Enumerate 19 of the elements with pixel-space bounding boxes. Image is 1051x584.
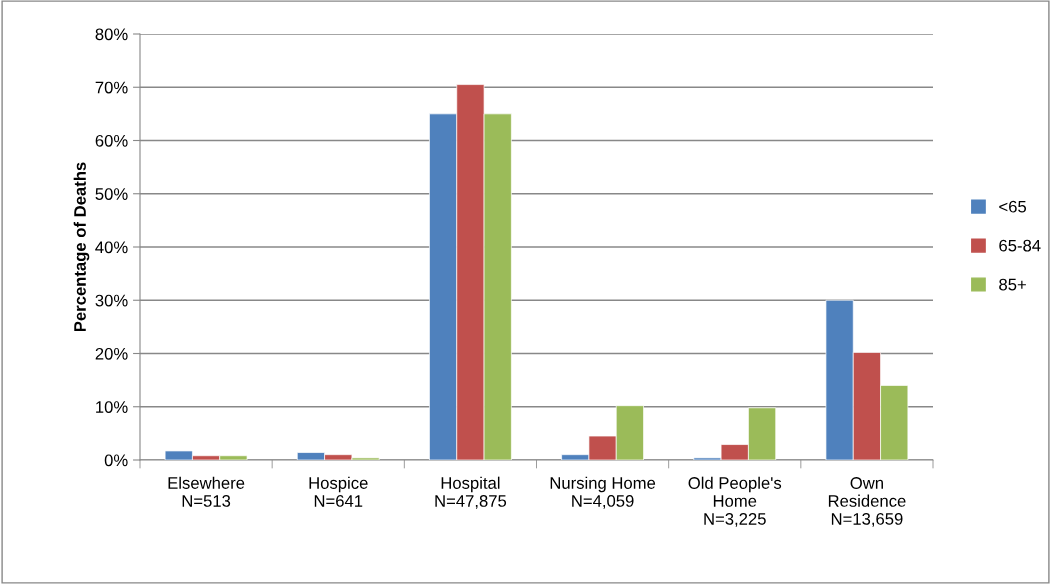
legend-label: 85+ [999,278,1026,291]
x-tick-label: Elsewhere N=513 [168,476,245,507]
y-tick-label: 40% [95,241,128,254]
legend-label: 65-84 [999,239,1041,252]
x-tick-label: Own Residence N=13,659 [828,477,906,527]
y-tick-label: 0% [104,454,128,467]
y-tick-label: 80% [95,28,128,41]
x-tick-label: Old People's Home N=3,225 [688,476,782,527]
y-tick-label: 30% [95,294,128,307]
legend-label: <65 [999,200,1027,213]
y-tick-label: 70% [95,81,128,94]
x-tick-label: Hospital N=47,875 [435,476,507,509]
x-tick-label: Nursing Home N=4,059 [550,476,656,509]
y-tick-label: 60% [95,134,128,147]
y-tick-label: 10% [96,401,128,413]
y-axis-title: Percentage of Deaths [73,162,90,332]
y-tick-label: 20% [95,347,128,360]
x-tick-label: Hospice N=641 [309,476,368,507]
y-tick-label: 50% [95,188,128,200]
